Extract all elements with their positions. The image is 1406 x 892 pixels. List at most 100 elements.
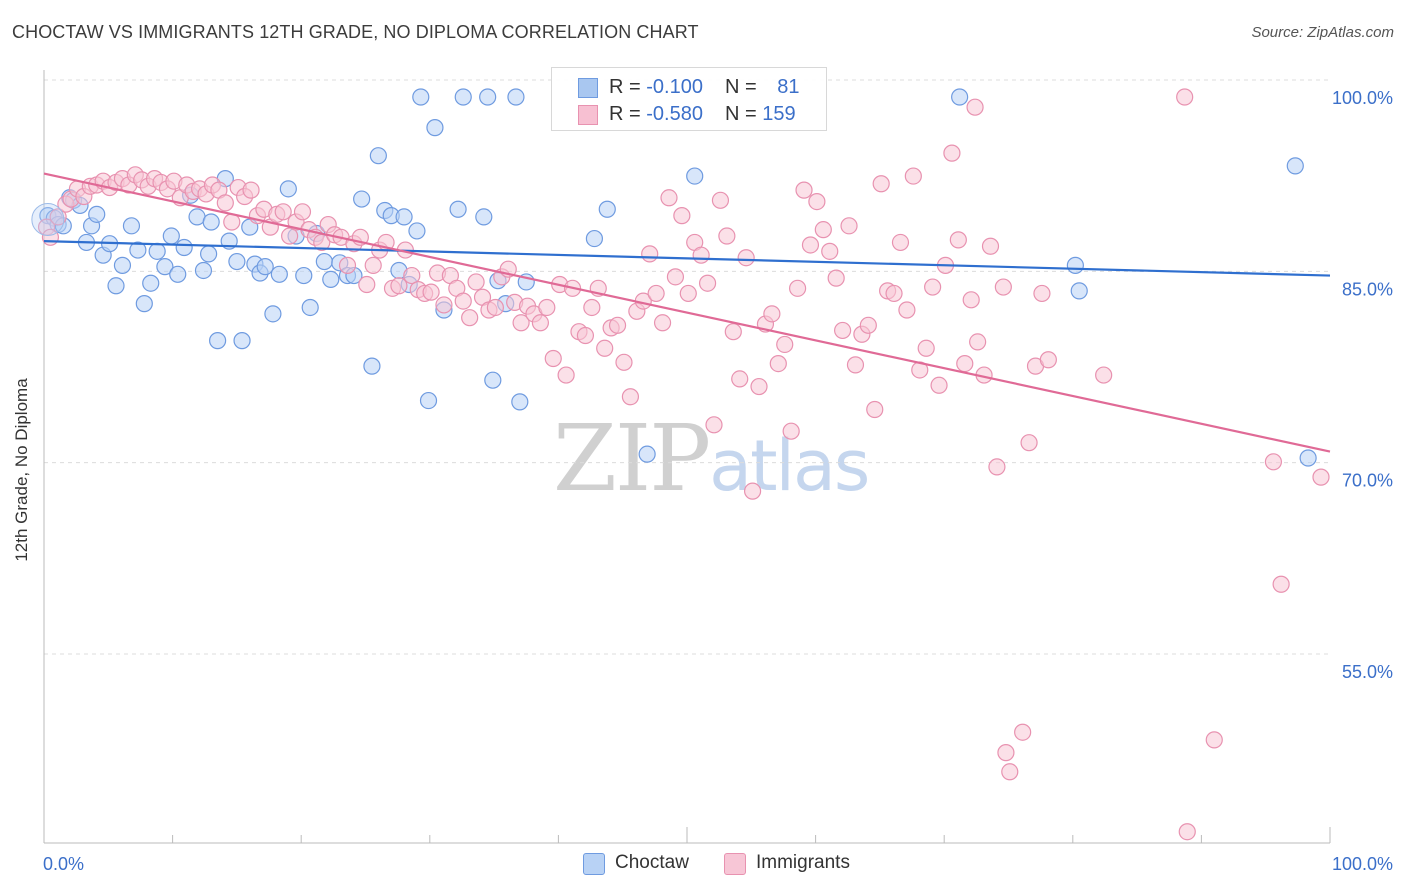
point-choctaw <box>638 445 656 463</box>
point-choctaw <box>479 88 497 106</box>
point-immigrants <box>859 316 877 334</box>
point-choctaw <box>1299 449 1317 467</box>
point-immigrants <box>988 458 1006 476</box>
point-immigrants <box>997 744 1015 762</box>
point-immigrants <box>461 309 479 327</box>
point-choctaw <box>135 295 153 313</box>
point-choctaw <box>175 238 193 257</box>
point-immigrants <box>216 194 234 212</box>
bottom-legend-swatch-immigrants <box>724 853 746 875</box>
y-tick-label: 100.0% <box>1332 88 1393 108</box>
point-immigrants <box>1039 351 1057 369</box>
point-immigrants <box>242 181 260 199</box>
point-immigrants <box>711 191 730 209</box>
point-choctaw <box>202 213 220 231</box>
point-immigrants <box>737 249 755 267</box>
point-immigrants <box>898 301 916 319</box>
point-immigrants <box>454 292 472 310</box>
point-immigrants <box>782 422 800 440</box>
point-choctaw <box>951 88 969 106</box>
y-tick-label: 55.0% <box>1342 662 1393 682</box>
point-choctaw <box>1286 157 1304 175</box>
point-choctaw <box>1066 256 1084 274</box>
point-choctaw <box>322 270 340 289</box>
point-immigrants <box>1095 366 1113 384</box>
point-immigrants <box>788 279 807 297</box>
legend-r-label: R = <box>609 103 647 125</box>
x-tick-label: 100.0% <box>1332 854 1393 874</box>
point-immigrants <box>403 266 421 285</box>
point-immigrants <box>763 305 781 323</box>
point-immigrants <box>872 175 890 193</box>
x-tick-label: 0.0% <box>43 854 84 874</box>
point-choctaw <box>475 208 493 226</box>
bottom-legend-label-choctaw: Choctaw <box>615 852 689 873</box>
watermark-zip: ZIP <box>553 405 711 512</box>
point-choctaw <box>156 258 174 276</box>
point-immigrants <box>750 377 768 396</box>
point-immigrants <box>904 167 922 185</box>
point-choctaw <box>686 167 704 185</box>
legend-n-value: 159 <box>762 103 796 125</box>
point-choctaw <box>419 391 438 410</box>
point-immigrants <box>467 273 485 291</box>
point-immigrants <box>966 98 984 116</box>
point-immigrants <box>692 246 710 264</box>
point-choctaw <box>88 205 106 223</box>
y-tick-label: 85.0% <box>1342 279 1393 299</box>
legend-r-value: -0.580 <box>646 103 703 125</box>
trendline-immigrants <box>43 172 1331 453</box>
point-immigrants <box>621 388 640 406</box>
point-choctaw <box>122 217 141 235</box>
point-choctaw <box>454 88 472 106</box>
legend-r-label: R = <box>609 76 647 98</box>
point-immigrants <box>943 144 961 162</box>
point-choctaw <box>511 393 529 411</box>
point-immigrants <box>949 231 967 249</box>
point-immigrants <box>557 366 575 384</box>
point-immigrants <box>679 284 697 303</box>
point-immigrants <box>1001 763 1019 781</box>
point-immigrants <box>653 314 672 332</box>
point-immigrants <box>808 192 826 211</box>
point-immigrants <box>538 298 556 317</box>
point-immigrants <box>969 333 987 351</box>
point-immigrants <box>641 245 659 263</box>
point-choctaw <box>162 227 180 245</box>
point-immigrants <box>776 335 794 354</box>
y-tick-label: 70.0% <box>1342 471 1393 491</box>
point-immigrants <box>1014 723 1032 741</box>
point-choctaw <box>209 332 227 350</box>
point-choctaw <box>107 277 125 295</box>
point-immigrants <box>583 298 601 317</box>
watermark: ZIPatlas <box>553 405 870 512</box>
point-immigrants <box>956 354 974 373</box>
legend-n-value: 81 <box>777 76 800 98</box>
point-immigrants <box>814 221 832 239</box>
point-choctaw <box>598 200 616 218</box>
point-choctaw <box>301 298 319 317</box>
point-immigrants <box>1176 88 1194 106</box>
legend-n-label: N = <box>724 76 763 98</box>
point-immigrants <box>827 269 845 287</box>
legend-text-choctaw: R = -0.100 N = 81 <box>609 74 799 100</box>
point-immigrants <box>512 314 530 332</box>
point-immigrants <box>801 236 820 254</box>
point-choctaw <box>233 332 251 350</box>
point-immigrants <box>891 233 910 252</box>
bottom-legend-label-immigrants: Immigrants <box>756 852 850 873</box>
point-choctaw <box>408 222 426 240</box>
point-choctaw <box>194 261 213 280</box>
point-immigrants <box>840 217 858 235</box>
point-immigrants <box>531 314 549 332</box>
point-choctaw <box>228 252 246 271</box>
point-immigrants <box>390 277 408 295</box>
point-immigrants <box>834 321 852 340</box>
point-immigrants <box>718 227 736 245</box>
point-choctaw <box>426 119 444 137</box>
point-choctaw <box>449 200 467 218</box>
point-immigrants <box>769 354 787 373</box>
point-immigrants <box>885 284 903 303</box>
point-immigrants <box>962 291 980 309</box>
